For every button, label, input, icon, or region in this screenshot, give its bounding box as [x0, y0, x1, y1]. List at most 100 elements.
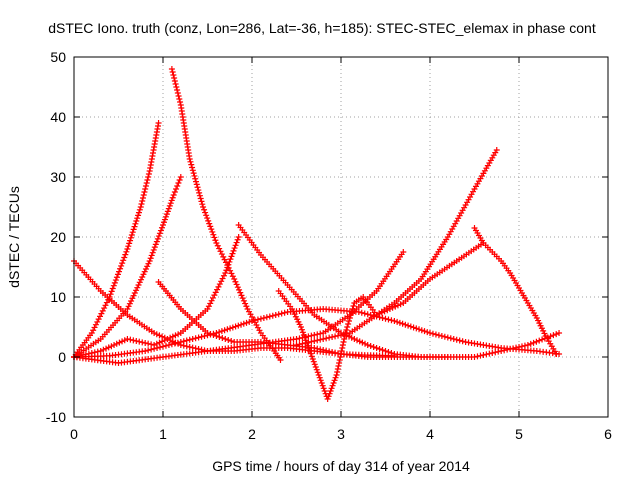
data-point	[109, 285, 116, 292]
data-point	[298, 326, 305, 333]
data-point	[229, 250, 236, 257]
data-point	[405, 322, 412, 329]
data-point	[381, 308, 388, 315]
data-point	[176, 96, 183, 102]
data-point	[124, 246, 131, 252]
data-point	[197, 195, 204, 202]
data-point	[416, 326, 423, 333]
data-point	[85, 350, 92, 357]
data-point	[337, 354, 344, 360]
data-point	[305, 345, 312, 352]
data-point	[119, 260, 126, 267]
data-point	[317, 346, 324, 353]
data-point	[237, 289, 244, 296]
data-point	[257, 315, 264, 322]
data-point	[228, 270, 235, 277]
data-point	[120, 257, 127, 264]
data-point	[88, 350, 95, 356]
data-point	[328, 385, 335, 392]
data-point	[347, 312, 354, 318]
data-point	[168, 341, 175, 348]
data-point	[113, 274, 120, 281]
data-point	[495, 348, 502, 355]
data-point	[140, 192, 147, 198]
data-point	[317, 330, 324, 337]
data-point	[212, 237, 219, 244]
data-point	[239, 295, 246, 302]
data-point	[137, 204, 144, 210]
series-10	[275, 147, 500, 402]
data-point	[394, 302, 401, 309]
data-point	[305, 339, 312, 346]
data-point	[320, 336, 327, 342]
data-point	[240, 297, 247, 304]
data-point	[198, 198, 205, 205]
data-point	[350, 303, 357, 309]
data-point	[193, 181, 200, 188]
data-point	[459, 338, 466, 345]
data-point	[101, 305, 108, 312]
data-point	[331, 377, 338, 384]
data-point	[187, 158, 194, 165]
data-point	[308, 332, 315, 339]
data-point	[333, 372, 340, 378]
data-point	[346, 318, 353, 324]
data-point	[149, 249, 156, 256]
data-point	[348, 334, 355, 341]
data-point	[117, 265, 124, 272]
data-point	[456, 337, 463, 344]
data-point	[362, 340, 369, 347]
y-tick-label: 40	[50, 109, 66, 125]
data-point	[550, 332, 557, 339]
data-point	[311, 332, 318, 338]
data-point	[172, 81, 179, 87]
data-point	[233, 239, 240, 246]
data-point	[553, 331, 560, 338]
data-point	[196, 189, 203, 196]
data-point	[424, 329, 431, 336]
data-point	[177, 339, 184, 345]
data-point	[129, 229, 136, 236]
data-point	[326, 390, 333, 397]
data-point	[214, 286, 221, 293]
data-point	[397, 301, 404, 308]
data-point	[396, 319, 403, 326]
data-point	[233, 281, 240, 288]
data-point	[356, 338, 363, 345]
data-point	[199, 201, 206, 208]
data-point	[194, 184, 201, 191]
data-point	[126, 240, 133, 247]
data-point	[174, 90, 181, 96]
y-tick-label: 20	[50, 229, 66, 245]
data-point	[156, 230, 163, 237]
data-point	[146, 258, 153, 264]
series-12	[471, 225, 560, 357]
data-point	[216, 245, 223, 252]
data-point	[429, 330, 436, 337]
data-point	[118, 262, 125, 269]
data-point	[225, 261, 232, 268]
data-point	[530, 339, 537, 346]
data-point	[205, 217, 212, 224]
data-point	[162, 213, 169, 220]
data-point	[308, 338, 315, 345]
data-point	[129, 295, 136, 302]
data-point	[143, 180, 150, 186]
data-point	[103, 299, 110, 306]
data-point	[136, 206, 143, 213]
data-point	[400, 249, 407, 255]
data-point	[338, 348, 345, 354]
data-point	[103, 345, 110, 352]
data-point	[518, 343, 525, 350]
data-point	[367, 312, 374, 318]
data-point	[95, 316, 102, 323]
data-point	[314, 369, 321, 376]
data-point	[226, 258, 233, 265]
data-point	[320, 385, 327, 392]
data-point	[402, 321, 409, 328]
data-point	[235, 234, 242, 240]
data-point	[125, 243, 132, 250]
data-point	[132, 220, 139, 227]
data-point	[196, 192, 203, 199]
data-point	[323, 347, 330, 354]
